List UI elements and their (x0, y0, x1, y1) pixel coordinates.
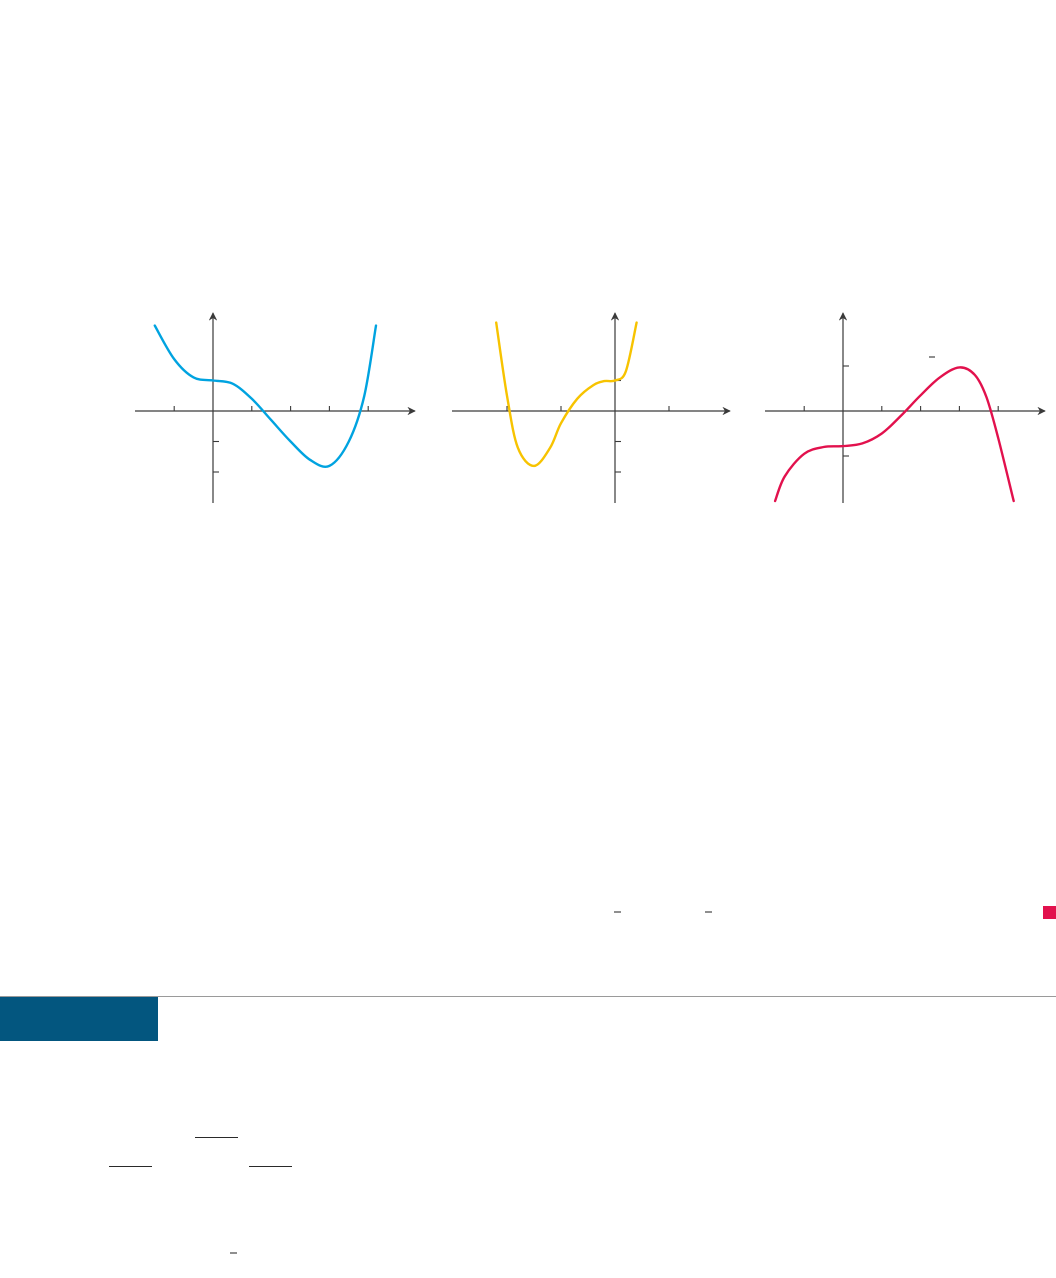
graph-red-curve (765, 312, 1046, 503)
fraction-bar (109, 1166, 152, 1168)
section-header-tab (0, 997, 158, 1041)
curve-series (773, 366, 1015, 503)
graph-blue-quartic (135, 312, 416, 503)
fraction-bar (195, 1137, 238, 1139)
fraction-bar (249, 1166, 292, 1168)
curve-series (495, 321, 638, 468)
end-of-proof-marker (1043, 906, 1056, 919)
curve-series (153, 324, 378, 468)
graph-yellow-quartic (452, 312, 731, 503)
section-divider (0, 996, 1056, 997)
